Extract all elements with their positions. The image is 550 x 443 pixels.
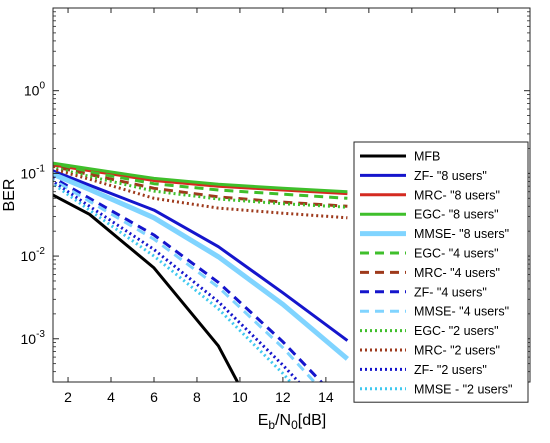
legend-entry: EGC- "2 users" (414, 324, 499, 338)
x-axis-label: Eb/N0[dB] (258, 412, 327, 432)
series-line-4 (53, 161, 348, 194)
plot-frame (52, 7, 531, 383)
legend-entry: MRC- "4 users" (414, 266, 500, 280)
legend-entry: EGC- "4 users" (414, 247, 499, 261)
legend-entry: ZF- "2 users" (414, 363, 487, 377)
series-line-2 (53, 169, 349, 342)
series-line-5 (53, 171, 350, 361)
legend-entry: MMSE - "2 users" (414, 382, 512, 396)
x-tick-label: 4 (107, 389, 115, 405)
legend-entry: EGC- "8 users" (414, 208, 499, 222)
series-line-10 (53, 165, 348, 209)
legend-entry: ZF- "8 users" (414, 169, 487, 183)
legend-entry: MRC- "8 users" (414, 188, 500, 202)
series-line-12 (53, 179, 301, 382)
legend-entry: MRC- "2 users" (414, 344, 500, 358)
x-tick-label: 2 (64, 389, 72, 405)
x-tick-label: 6 (150, 389, 158, 405)
x-tick-label: 14 (318, 389, 334, 405)
y-tick-label: 10-2 (21, 246, 46, 264)
series-line-7 (53, 164, 348, 208)
x-tick-label: 12 (275, 389, 291, 405)
y-tick-label: 10-3 (21, 329, 46, 347)
legend: MFB ZF- "8 users" MRC- "8 users" EGC- "8 us… (353, 141, 529, 403)
series-line-1 (53, 193, 240, 382)
series-line-6 (53, 163, 348, 200)
y-tick-label: 100 (24, 81, 46, 99)
series-line-8 (53, 175, 324, 382)
legend-entry: MMSE- "4 users" (414, 305, 509, 319)
x-tick-label: 8 (193, 389, 201, 405)
legend-entry: ZF- "4 users" (414, 285, 487, 299)
legend-entry: MFB (414, 150, 440, 164)
series-layer (53, 161, 350, 382)
legend-entry: MMSE- "8 users" (414, 227, 509, 241)
y-axis-label: BER (1, 179, 18, 212)
x-tick-label: 10 (232, 389, 248, 405)
y-tick-label: 10-1 (21, 163, 46, 181)
